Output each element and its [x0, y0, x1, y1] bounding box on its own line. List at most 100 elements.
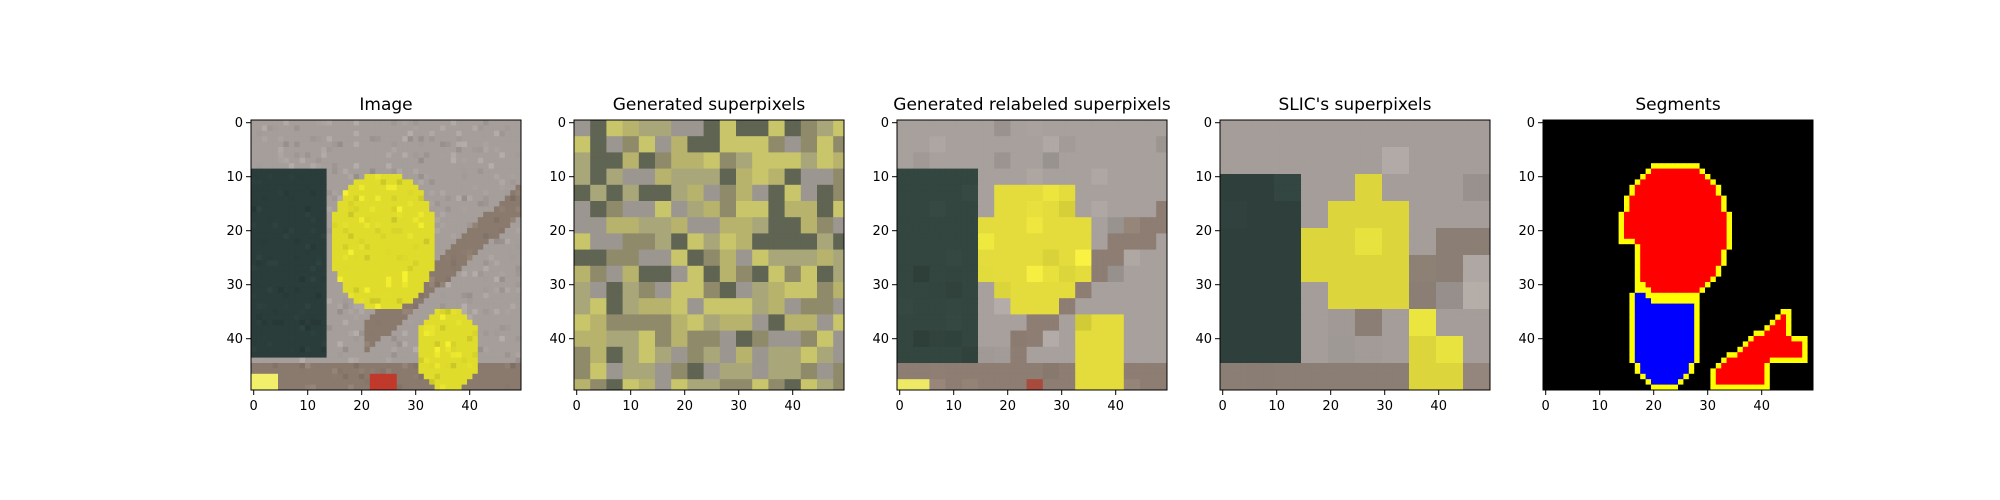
x-tick-label: 10 [299, 399, 316, 414]
p1-pixel [768, 222, 775, 229]
p0-pixel [450, 303, 457, 310]
p0-pixel [364, 211, 371, 218]
p1-pixel [590, 201, 596, 207]
p0-pixel [353, 141, 360, 148]
p0-pixel [348, 346, 354, 353]
p1-pixel [687, 265, 694, 272]
p1-pixel [590, 346, 596, 353]
p0-pixel [461, 314, 468, 321]
p0-pixel [413, 341, 419, 348]
p0-pixel [359, 163, 365, 169]
p0-pixel [283, 195, 290, 202]
p0-pixel [440, 141, 446, 148]
p0-pixel [321, 211, 327, 218]
p0-pixel [386, 228, 392, 234]
p0-pixel [429, 190, 435, 196]
p1-pixel [795, 125, 802, 132]
p0-pixel [288, 168, 295, 175]
p1-pixel [665, 157, 672, 164]
p1-pixel [574, 249, 580, 256]
p1-pixel [795, 336, 802, 342]
p0-pixel [429, 271, 435, 277]
p0-pixel [256, 211, 263, 218]
p0-pixel [359, 336, 365, 342]
p0-pixel [369, 271, 376, 277]
p1-pixel [682, 260, 688, 267]
p0-pixel [348, 163, 354, 169]
p1-pixel [752, 379, 758, 385]
p1-pixel [676, 174, 683, 180]
p0-pixel [299, 303, 306, 310]
p0-pixel [488, 346, 495, 353]
p0-pixel [483, 228, 489, 234]
p1-pixel [779, 282, 785, 288]
p1-pixel [584, 201, 591, 207]
p0-pixel [251, 184, 257, 191]
p1-pixel [633, 319, 640, 326]
p1-pixel [584, 217, 591, 223]
p1-pixel [649, 147, 656, 153]
p0-pixel [413, 287, 419, 294]
p1-pixel [779, 373, 785, 380]
p1-pixel [676, 179, 683, 186]
p1-pixel [703, 206, 710, 213]
p0-pixel [434, 260, 441, 267]
p0-pixel [272, 147, 279, 153]
p0-pixel [283, 184, 290, 191]
p1-pixel [633, 379, 640, 385]
p1-pixel [827, 163, 834, 169]
p1-pixel [638, 217, 645, 223]
p0-pixel [440, 368, 446, 375]
p0-pixel [321, 141, 327, 148]
p1-pixel [665, 130, 672, 137]
p1-pixel [590, 238, 596, 245]
p0-pixel [342, 341, 349, 348]
p0-pixel [499, 271, 506, 277]
p0-pixel [272, 249, 279, 256]
p0-pixel [321, 282, 327, 288]
p1-pixel [676, 238, 683, 245]
p0-pixel [342, 265, 349, 272]
p0-pixel [413, 244, 419, 250]
p0-pixel [391, 217, 398, 223]
p1-pixel [811, 319, 818, 326]
p1-pixel [719, 336, 726, 342]
p0-pixel [256, 346, 263, 353]
p1-pixel [822, 147, 829, 153]
p0-pixel [332, 249, 338, 256]
p1-pixel [633, 373, 640, 380]
p0-pixel [364, 357, 371, 364]
p1-pixel [682, 168, 688, 175]
p0-pixel [494, 201, 500, 207]
p1-pixel [827, 357, 834, 364]
p0-pixel [504, 325, 511, 331]
p1-pixel [709, 152, 715, 159]
p0-pixel [450, 222, 457, 229]
p1-pixel [601, 120, 607, 126]
p0-pixel [294, 217, 300, 223]
p0-pixel [342, 298, 349, 304]
p0-pixel [294, 309, 300, 315]
p1-pixel [682, 292, 688, 299]
p1-pixel [795, 190, 802, 196]
p1-pixel [660, 190, 667, 196]
p1-pixel [584, 244, 591, 250]
p0-pixel [359, 260, 365, 267]
p1-pixel [768, 125, 775, 132]
p0-pixel [418, 271, 425, 277]
p0-pixel [450, 141, 457, 148]
p1-pixel [719, 136, 726, 142]
p0-pixel [267, 201, 273, 207]
p0-pixel [337, 341, 344, 348]
p1-pixel [698, 357, 704, 364]
p0-pixel [278, 276, 284, 283]
p0-pixel [305, 222, 311, 229]
p0-pixel [407, 346, 414, 353]
p0-pixel [288, 130, 295, 137]
p0-pixel [369, 303, 376, 310]
p1-pixel [725, 298, 731, 304]
p1-pixel [644, 384, 650, 391]
p1-pixel [752, 292, 758, 299]
p1-pixel [784, 206, 791, 213]
p0-pixel [305, 168, 311, 175]
